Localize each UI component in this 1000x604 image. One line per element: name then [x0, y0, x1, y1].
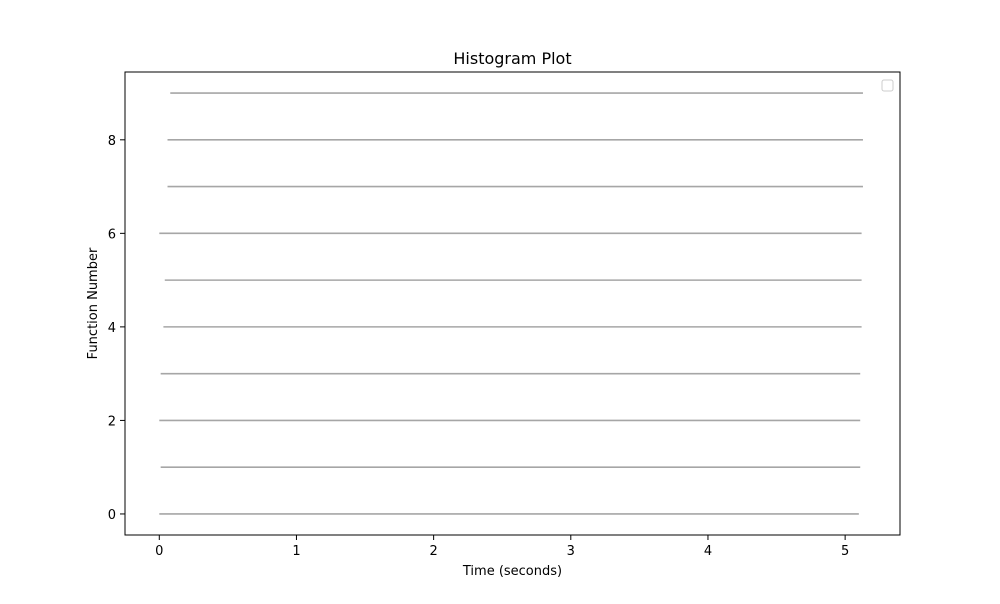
x-tick-label-0: 0: [155, 544, 163, 559]
legend-box: [881, 79, 894, 92]
y-tick-label-3: 6: [108, 227, 116, 242]
x-ticks: 0 1 2 3 4 5: [155, 535, 849, 559]
y-axis-label: Function Number: [86, 247, 101, 359]
x-tick-label-5: 5: [841, 544, 849, 559]
series-layer: [159, 92, 863, 515]
x-tick-label-4: 4: [704, 544, 712, 559]
y-tick-label-1: 2: [108, 414, 116, 429]
x-axis-label: Time (seconds): [462, 564, 562, 579]
y-ticks: 0 2 4 6 8: [108, 134, 125, 523]
x-tick-label-1: 1: [292, 544, 300, 559]
chart-title: Histogram Plot: [453, 49, 571, 68]
y-tick-label-2: 4: [108, 321, 116, 336]
axes-frame: [124, 71, 901, 536]
x-tick-label-3: 3: [567, 544, 575, 559]
y-tick-label-0: 0: [108, 508, 116, 523]
y-tick-label-4: 8: [108, 134, 116, 149]
x-tick-label-2: 2: [429, 544, 437, 559]
